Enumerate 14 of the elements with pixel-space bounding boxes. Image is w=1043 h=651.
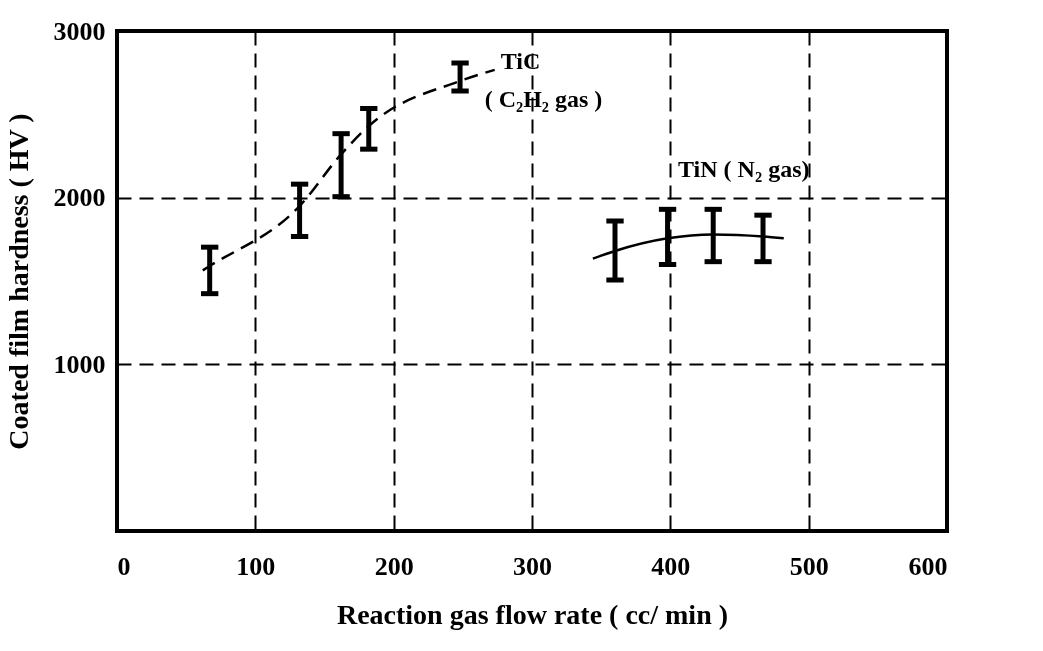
y-tick-label: 2000: [53, 183, 106, 213]
y-axis-title: Coated film hardness ( HV ): [2, 113, 34, 450]
text: TiN ( N₂ gas): [678, 156, 810, 183]
x-tick-label: 0: [117, 551, 131, 581]
x-axis-title: Reaction gas flow rate ( cc/ min ): [336, 598, 729, 630]
x-tick-label: 100: [236, 551, 276, 581]
x-tick-label: 300: [513, 551, 552, 581]
x-tick-label: 400: [651, 551, 691, 581]
y-tick-label: 3000: [53, 16, 106, 46]
annotation: ( C₂H₂ gas ): [484, 85, 603, 112]
x-tick-label: 600: [908, 551, 948, 581]
y-tick-label: 1000: [53, 349, 106, 379]
x-tick-label: 200: [374, 551, 414, 581]
x-tick-label: 500: [789, 551, 829, 581]
